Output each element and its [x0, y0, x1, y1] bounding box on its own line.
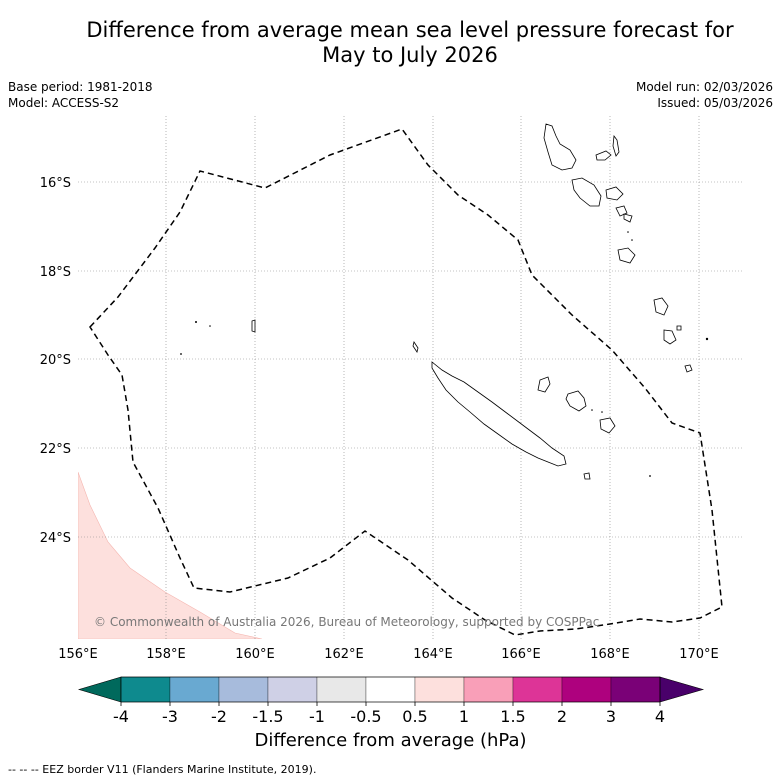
- colorbar-tick-label: -1.5: [252, 707, 283, 726]
- title-line-1: Difference from average mean sea level p…: [86, 18, 734, 42]
- isle-of-pines: [583, 472, 591, 480]
- espiritu-santo: [543, 123, 577, 171]
- eez-footnote: -- -- -- EEZ border V11 (Flanders Marine…: [8, 763, 317, 776]
- loyalty-islands-ouvea: [537, 376, 551, 393]
- colorbar-tick-label: -3: [162, 707, 178, 726]
- lat-label-16s: 16°S: [40, 176, 71, 191]
- colorbar-over-arrow: [659, 676, 705, 703]
- colorbar-segment: [561, 676, 612, 703]
- colorbar-tick-label: 1: [459, 707, 469, 726]
- title-line-2: May to July 2026: [322, 43, 498, 67]
- efate: [617, 247, 636, 264]
- colorbar-label: Difference from average (hPa): [254, 730, 527, 751]
- colorbar-tick-label: -1: [309, 707, 325, 726]
- chesterfield-reef: [251, 319, 256, 333]
- colorbar-segment: [218, 676, 269, 703]
- lon-label-160e: 160°E: [235, 647, 275, 662]
- colorbar-segment: [267, 676, 318, 703]
- gridlines: [78, 116, 743, 639]
- longitude-labels: 156°E 158°E 160°E 162°E 164°E 166°E 168°…: [58, 647, 719, 662]
- colorbar-tick-label: 0.5: [402, 707, 427, 726]
- colorbar-segment: [610, 676, 661, 703]
- colorbar-segment: [463, 676, 514, 703]
- coastlines: [251, 123, 693, 480]
- colorbar-tick-label: -2: [211, 707, 227, 726]
- latitude-labels: 16°S 18°S 20°S 22°S 24°S: [40, 176, 71, 546]
- lon-label-156e: 156°E: [58, 647, 98, 662]
- ambrym: [605, 186, 624, 201]
- lon-label-170e: 170°E: [679, 647, 719, 662]
- erromango: [653, 297, 669, 316]
- lat-label-20s: 20°S: [40, 353, 71, 368]
- colorbar: -4 -3 -2 -1.5 -1 -0.5 0.5 1 1.5 2 3 4: [77, 676, 705, 726]
- colorbar-segment: [414, 676, 465, 703]
- colorbar-under-arrow: [77, 676, 122, 703]
- colorbar-tick-label: -0.5: [350, 707, 381, 726]
- meta-right: Model run: 02/03/2026 Issued: 05/03/2026: [636, 79, 773, 111]
- model-name: Model: ACCESS-S2: [8, 96, 120, 110]
- lon-label-166e: 166°E: [501, 647, 541, 662]
- colorbar-segment: [120, 676, 171, 703]
- loyalty-islands-mare: [599, 417, 616, 434]
- model-run: Model run: 02/03/2026: [635, 80, 773, 94]
- colorbar-tick-label: 4: [655, 707, 665, 726]
- anomaly-region-positive: [78, 471, 263, 639]
- shepherd-islands: [623, 213, 633, 223]
- colorbar-tick-label: 2: [557, 707, 567, 726]
- belep-islands: [412, 341, 419, 353]
- lat-label-22s: 22°S: [40, 442, 71, 457]
- colorbar-outline: [120, 676, 661, 703]
- ambae: [595, 150, 612, 161]
- map-frame: [78, 116, 743, 639]
- chart-title: Difference from average mean sea level p…: [40, 18, 780, 68]
- small-islets: [180, 231, 709, 477]
- colorbar-segment: [365, 676, 416, 703]
- lon-label-158e: 158°E: [146, 647, 186, 662]
- colorbar-segment: [169, 676, 220, 703]
- colorbar-segment: [316, 676, 367, 703]
- colorbar-segment: [512, 676, 563, 703]
- futuna-aniwa: [676, 325, 682, 331]
- meta-left: Base period: 1981-2018 Model: ACCESS-S2: [8, 79, 153, 111]
- loyalty-islands-lifou: [565, 390, 587, 412]
- epi: [615, 205, 628, 217]
- maewo: [612, 134, 620, 157]
- lon-label-168e: 168°E: [590, 647, 630, 662]
- lat-label-24s: 24°S: [40, 531, 71, 546]
- lat-label-18s: 18°S: [40, 265, 71, 280]
- colorbar-tick-label: -4: [113, 707, 129, 726]
- aneityum: [684, 364, 693, 373]
- copyright-notice: © Commonwealth of Australia 2026, Bureau…: [94, 615, 599, 629]
- base-period: Base period: 1981-2018: [8, 80, 153, 94]
- lon-label-162e: 162°E: [324, 647, 364, 662]
- malekula: [571, 177, 602, 207]
- new-caledonia: [431, 361, 567, 467]
- issued-date: Issued: 05/03/2026: [657, 96, 773, 110]
- lon-label-164e: 164°E: [413, 647, 453, 662]
- eez-border: [89, 128, 723, 636]
- tanna: [663, 329, 677, 345]
- colorbar-tick-label: 1.5: [500, 707, 525, 726]
- colorbar-tick-label: 3: [606, 707, 616, 726]
